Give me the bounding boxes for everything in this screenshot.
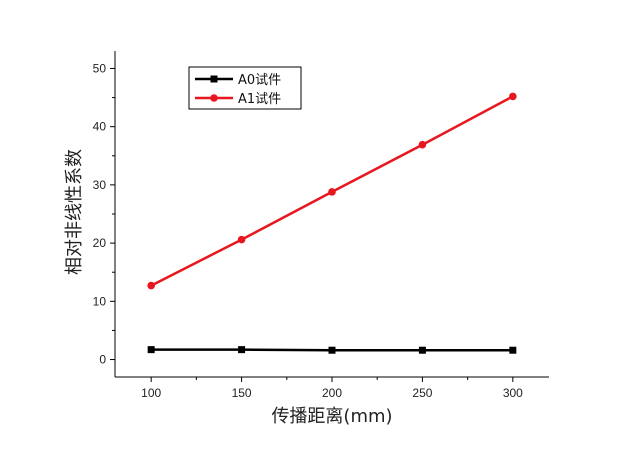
x-tick-label: 200 — [322, 386, 342, 400]
series-1 — [147, 346, 517, 354]
y-tick-label: 50 — [93, 61, 107, 75]
legend-label: A0试件 — [238, 73, 281, 88]
data-point — [238, 346, 246, 354]
x-axis-title: 传播距离(mm) — [271, 406, 392, 427]
x-tick-label: 250 — [412, 386, 432, 400]
data-point — [509, 92, 517, 101]
data-point — [418, 346, 426, 354]
data-point — [328, 346, 336, 354]
y-tick-label: 0 — [99, 353, 106, 367]
y-tick-label: 20 — [93, 236, 107, 250]
data-point — [237, 235, 246, 244]
legend: A0试件 A1试件 — [188, 66, 302, 110]
legend-swatch-marker — [210, 75, 218, 83]
data-point — [509, 346, 517, 354]
legend-swatch-marker — [210, 94, 218, 102]
y-axis-title: 相对非线性系数 — [64, 149, 85, 275]
y-tick-label: 40 — [93, 120, 107, 134]
y-tick-label: 30 — [93, 178, 107, 192]
x-tick-label: 100 — [141, 386, 161, 400]
x-tick-label: 300 — [503, 386, 523, 400]
axes: 0 10 20 30 40 50 100 150 200 250 300 — [93, 51, 549, 400]
series-layer — [147, 92, 517, 354]
data-point — [328, 188, 336, 196]
data-point — [418, 140, 427, 149]
data-point — [147, 346, 155, 354]
y-tick-label: 10 — [93, 294, 107, 308]
data-point — [147, 281, 155, 290]
legend-label: A1试件 — [238, 92, 281, 107]
series-2 — [147, 92, 517, 290]
x-tick-label: 150 — [232, 386, 252, 400]
legend-box — [188, 66, 302, 110]
